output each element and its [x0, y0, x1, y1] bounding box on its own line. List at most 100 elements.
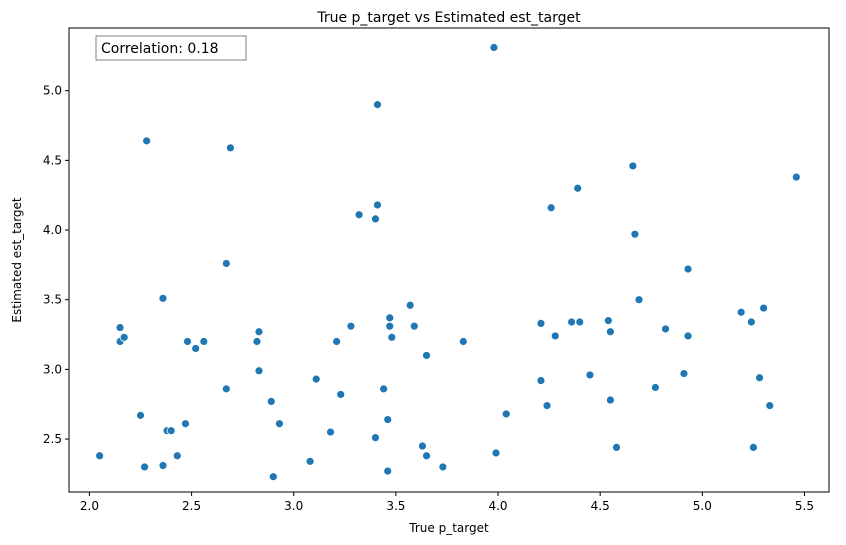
data-point — [252, 337, 262, 346]
annotation-box — [95, 35, 247, 61]
plot-frame — [68, 27, 830, 493]
data-point — [326, 427, 335, 437]
data-point — [332, 337, 342, 346]
data-point — [140, 462, 149, 472]
data-point — [385, 321, 395, 331]
data-point — [679, 369, 689, 378]
data-point — [749, 443, 758, 452]
data-points — [95, 43, 801, 482]
data-point — [371, 433, 380, 443]
y-tick-label: 4.5 — [43, 153, 62, 167]
data-point — [605, 327, 615, 337]
data-point — [311, 374, 321, 384]
x-tick-label: 4.0 — [488, 499, 507, 513]
data-point — [181, 419, 190, 429]
data-point — [650, 383, 660, 392]
data-point — [183, 337, 192, 346]
data-point — [501, 409, 511, 419]
x-tick-label: 5.5 — [795, 499, 814, 513]
y-tick-label: 5.0 — [43, 84, 62, 98]
data-point — [336, 390, 346, 399]
data-point — [567, 317, 576, 327]
x-tick-label: 2.0 — [80, 499, 99, 513]
data-point — [755, 373, 764, 383]
data-point — [573, 183, 583, 193]
y-tick-label: 2.5 — [43, 432, 62, 446]
data-point — [199, 337, 209, 346]
data-point — [373, 200, 382, 210]
data-point — [736, 307, 746, 317]
data-point — [634, 295, 644, 305]
data-point — [221, 384, 231, 394]
data-point — [385, 313, 395, 323]
data-point — [746, 317, 756, 327]
data-point — [305, 456, 315, 466]
data-point — [791, 172, 801, 182]
data-point — [158, 293, 168, 303]
x-tick-label: 3.5 — [386, 499, 405, 513]
data-point — [346, 321, 356, 331]
data-point — [422, 451, 431, 461]
data-point — [95, 451, 105, 461]
data-point — [383, 466, 393, 476]
data-point — [405, 300, 415, 310]
data-point — [172, 451, 182, 461]
data-point — [158, 461, 168, 470]
chart-title: True p_target vs Estimated est_target — [316, 10, 581, 26]
data-point — [268, 472, 278, 482]
data-point — [765, 401, 775, 411]
data-point — [438, 462, 448, 472]
y-tick-label: 4.0 — [43, 223, 62, 237]
data-point — [142, 136, 152, 146]
data-point — [491, 448, 501, 458]
axis-ticks: 2.0 2.5 3.0 3.5 4.0 4.5 5.0 5.5 2.5 3.0 3.5 4.0 4.5 5… — [43, 84, 814, 513]
data-point — [603, 316, 613, 326]
data-point — [422, 351, 431, 360]
data-point — [458, 337, 468, 346]
x-axis-label: True p_target — [408, 521, 489, 535]
data-point — [585, 370, 595, 380]
data-point — [383, 415, 393, 424]
data-point — [628, 161, 638, 171]
data-point — [683, 331, 693, 341]
data-point — [546, 203, 556, 213]
data-point — [409, 321, 419, 331]
data-point — [221, 259, 231, 268]
data-point — [354, 210, 364, 220]
y-axis-label: Estimated est_target — [10, 197, 24, 323]
annotation-text: Correlation: 0.18 — [101, 41, 219, 57]
data-point — [661, 324, 670, 334]
data-point — [536, 318, 546, 328]
data-point — [489, 43, 499, 52]
data-point — [387, 332, 397, 342]
data-point — [630, 229, 640, 239]
data-point — [542, 401, 552, 411]
data-point — [418, 441, 427, 451]
data-point — [550, 331, 560, 341]
x-tick-label: 3.0 — [284, 499, 303, 513]
data-point — [379, 384, 389, 394]
y-tick-label: 3.0 — [43, 362, 62, 376]
correlation-annotation: Correlation: 0.18 — [95, 35, 247, 61]
x-tick-label: 4.5 — [591, 499, 610, 513]
data-point — [191, 344, 201, 353]
x-tick-label: 5.0 — [693, 499, 712, 513]
data-point — [115, 323, 125, 332]
data-point — [136, 410, 145, 420]
data-point — [166, 426, 176, 436]
y-tick-label: 3.5 — [43, 293, 62, 307]
data-point — [254, 327, 264, 337]
data-point — [536, 376, 546, 385]
data-point — [225, 143, 235, 153]
data-point — [119, 332, 129, 342]
data-point — [373, 100, 382, 110]
data-point — [683, 264, 693, 274]
data-point — [254, 366, 264, 376]
data-point — [612, 443, 621, 452]
data-point — [266, 397, 276, 406]
data-point — [759, 303, 769, 313]
data-point — [275, 419, 284, 429]
data-point — [605, 395, 615, 405]
data-point — [371, 214, 380, 224]
